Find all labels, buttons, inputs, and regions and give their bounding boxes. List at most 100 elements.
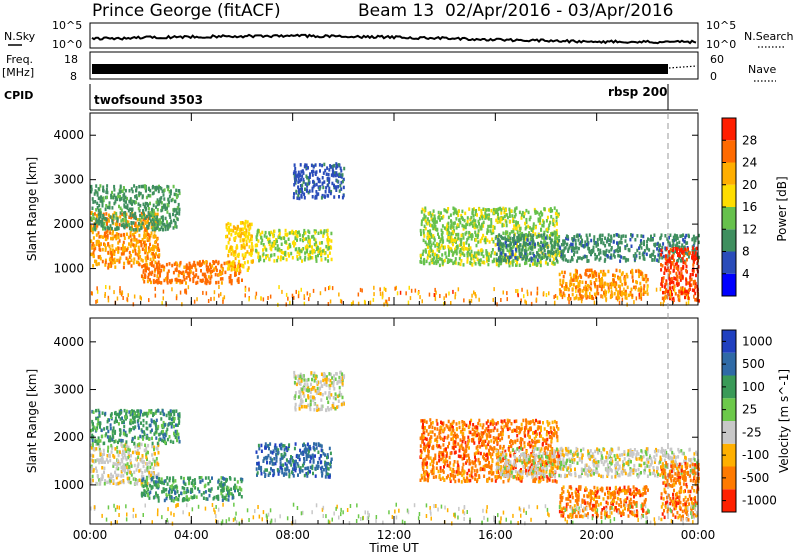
scatter-cell <box>160 186 163 191</box>
scatter-cell <box>115 214 118 218</box>
scatter-cell <box>145 436 148 440</box>
scatter-cell <box>128 448 131 452</box>
scatter-cell <box>439 218 441 222</box>
scatter-cell <box>177 497 180 502</box>
scatter-cell <box>440 237 443 241</box>
scatter-cell <box>106 190 109 195</box>
scatter-cell <box>119 188 122 192</box>
scatter-cell <box>643 257 646 261</box>
scatter-cell <box>554 253 557 257</box>
scatter-cell <box>405 291 407 296</box>
scatter-cell <box>166 206 168 210</box>
scatter-cell <box>441 253 444 257</box>
scatter-cell <box>639 244 642 248</box>
scatter-cell <box>182 272 185 277</box>
scatter-cell <box>308 243 311 248</box>
scatter-cell <box>183 265 186 269</box>
scatter-cell <box>166 220 168 224</box>
scatter-cell <box>630 244 633 248</box>
scatter-cell <box>265 235 268 239</box>
scatter-cell <box>172 486 175 490</box>
scatter-cell <box>298 179 301 183</box>
scatter-cell <box>170 220 173 225</box>
scatter-cell <box>221 486 224 491</box>
scatter-cell <box>555 253 558 257</box>
colorbar-swatch <box>722 162 736 185</box>
scatter-cell <box>661 279 664 283</box>
scatter-cell <box>585 255 588 259</box>
scatter-cell <box>301 187 303 191</box>
scatter-cell <box>231 267 234 271</box>
scatter-cell <box>132 420 134 425</box>
scatter-cell <box>480 226 483 231</box>
scatter-cell <box>100 477 103 481</box>
scatter-cell <box>225 244 228 249</box>
scatter-cell <box>141 264 144 269</box>
scatter-cell <box>422 249 425 254</box>
scatter-cell <box>152 280 155 285</box>
scatter-cell <box>338 189 341 193</box>
scatter-cell <box>642 234 645 239</box>
scatter-cell <box>135 224 138 228</box>
scatter-cell <box>96 191 99 195</box>
scatter-cell <box>125 411 128 416</box>
scatter-cell <box>302 177 305 182</box>
scatter-cell <box>337 163 340 167</box>
scatter-cell <box>563 247 566 251</box>
scatter-cell <box>544 236 547 240</box>
nsky-tick-top-left: 10^5 <box>52 19 82 32</box>
scatter-cell <box>484 236 487 240</box>
scatter-cell <box>93 192 96 196</box>
scatter-cell <box>631 293 634 298</box>
scatter-cell <box>139 413 141 417</box>
scatter-cell <box>195 268 198 272</box>
scatter-cell <box>529 246 532 250</box>
scatter-cell <box>581 295 584 299</box>
scatter-cell <box>195 281 198 285</box>
scatter-cell <box>204 274 207 279</box>
scatter-cell <box>129 458 132 463</box>
scatter-cell <box>446 231 449 235</box>
scatter-cell <box>599 237 602 241</box>
scatter-cell <box>420 210 423 214</box>
scatter-cell <box>131 412 134 416</box>
scatter-cell <box>114 410 117 415</box>
scatter-cell <box>146 462 148 466</box>
scatter-cell <box>238 492 241 496</box>
scatter-cell <box>167 197 170 201</box>
scatter-cell <box>166 184 169 189</box>
scatter-cell <box>470 253 473 258</box>
colorbar-swatch <box>722 118 736 141</box>
scatter-cell <box>108 438 111 442</box>
scatter-cell <box>634 256 637 260</box>
scatter-cell <box>144 218 146 222</box>
scatter-cell <box>158 253 161 257</box>
scatter-cell <box>273 240 276 245</box>
scatter-cell <box>96 201 99 206</box>
scatter-cell <box>666 295 669 300</box>
scatter-cell <box>91 197 94 201</box>
scatter-cell <box>455 250 458 254</box>
scatter-cell <box>443 208 446 212</box>
scatter-cell <box>559 292 562 296</box>
scatter-cell <box>630 270 632 274</box>
scatter-cell <box>92 251 95 255</box>
scatter-cell <box>147 186 150 191</box>
scatter-cell <box>246 250 249 254</box>
scatter-cell <box>102 198 105 203</box>
scatter-cell <box>152 203 155 208</box>
scatter-cell <box>239 235 242 239</box>
scatter-cell <box>607 269 610 274</box>
scatter-cell <box>120 246 123 251</box>
freq-tick-bottom: 8 <box>70 70 77 83</box>
scatter-cell <box>662 242 665 246</box>
scatter-cell <box>115 232 118 236</box>
scatter-cell <box>124 246 127 250</box>
scatter-cell <box>117 235 120 239</box>
scatter-cell <box>491 237 494 241</box>
scatter-cell <box>323 162 326 167</box>
scatter-cell <box>585 296 588 300</box>
scatter-cell <box>99 425 101 429</box>
scatter-cell <box>493 225 496 230</box>
scatter-cell <box>262 252 265 256</box>
